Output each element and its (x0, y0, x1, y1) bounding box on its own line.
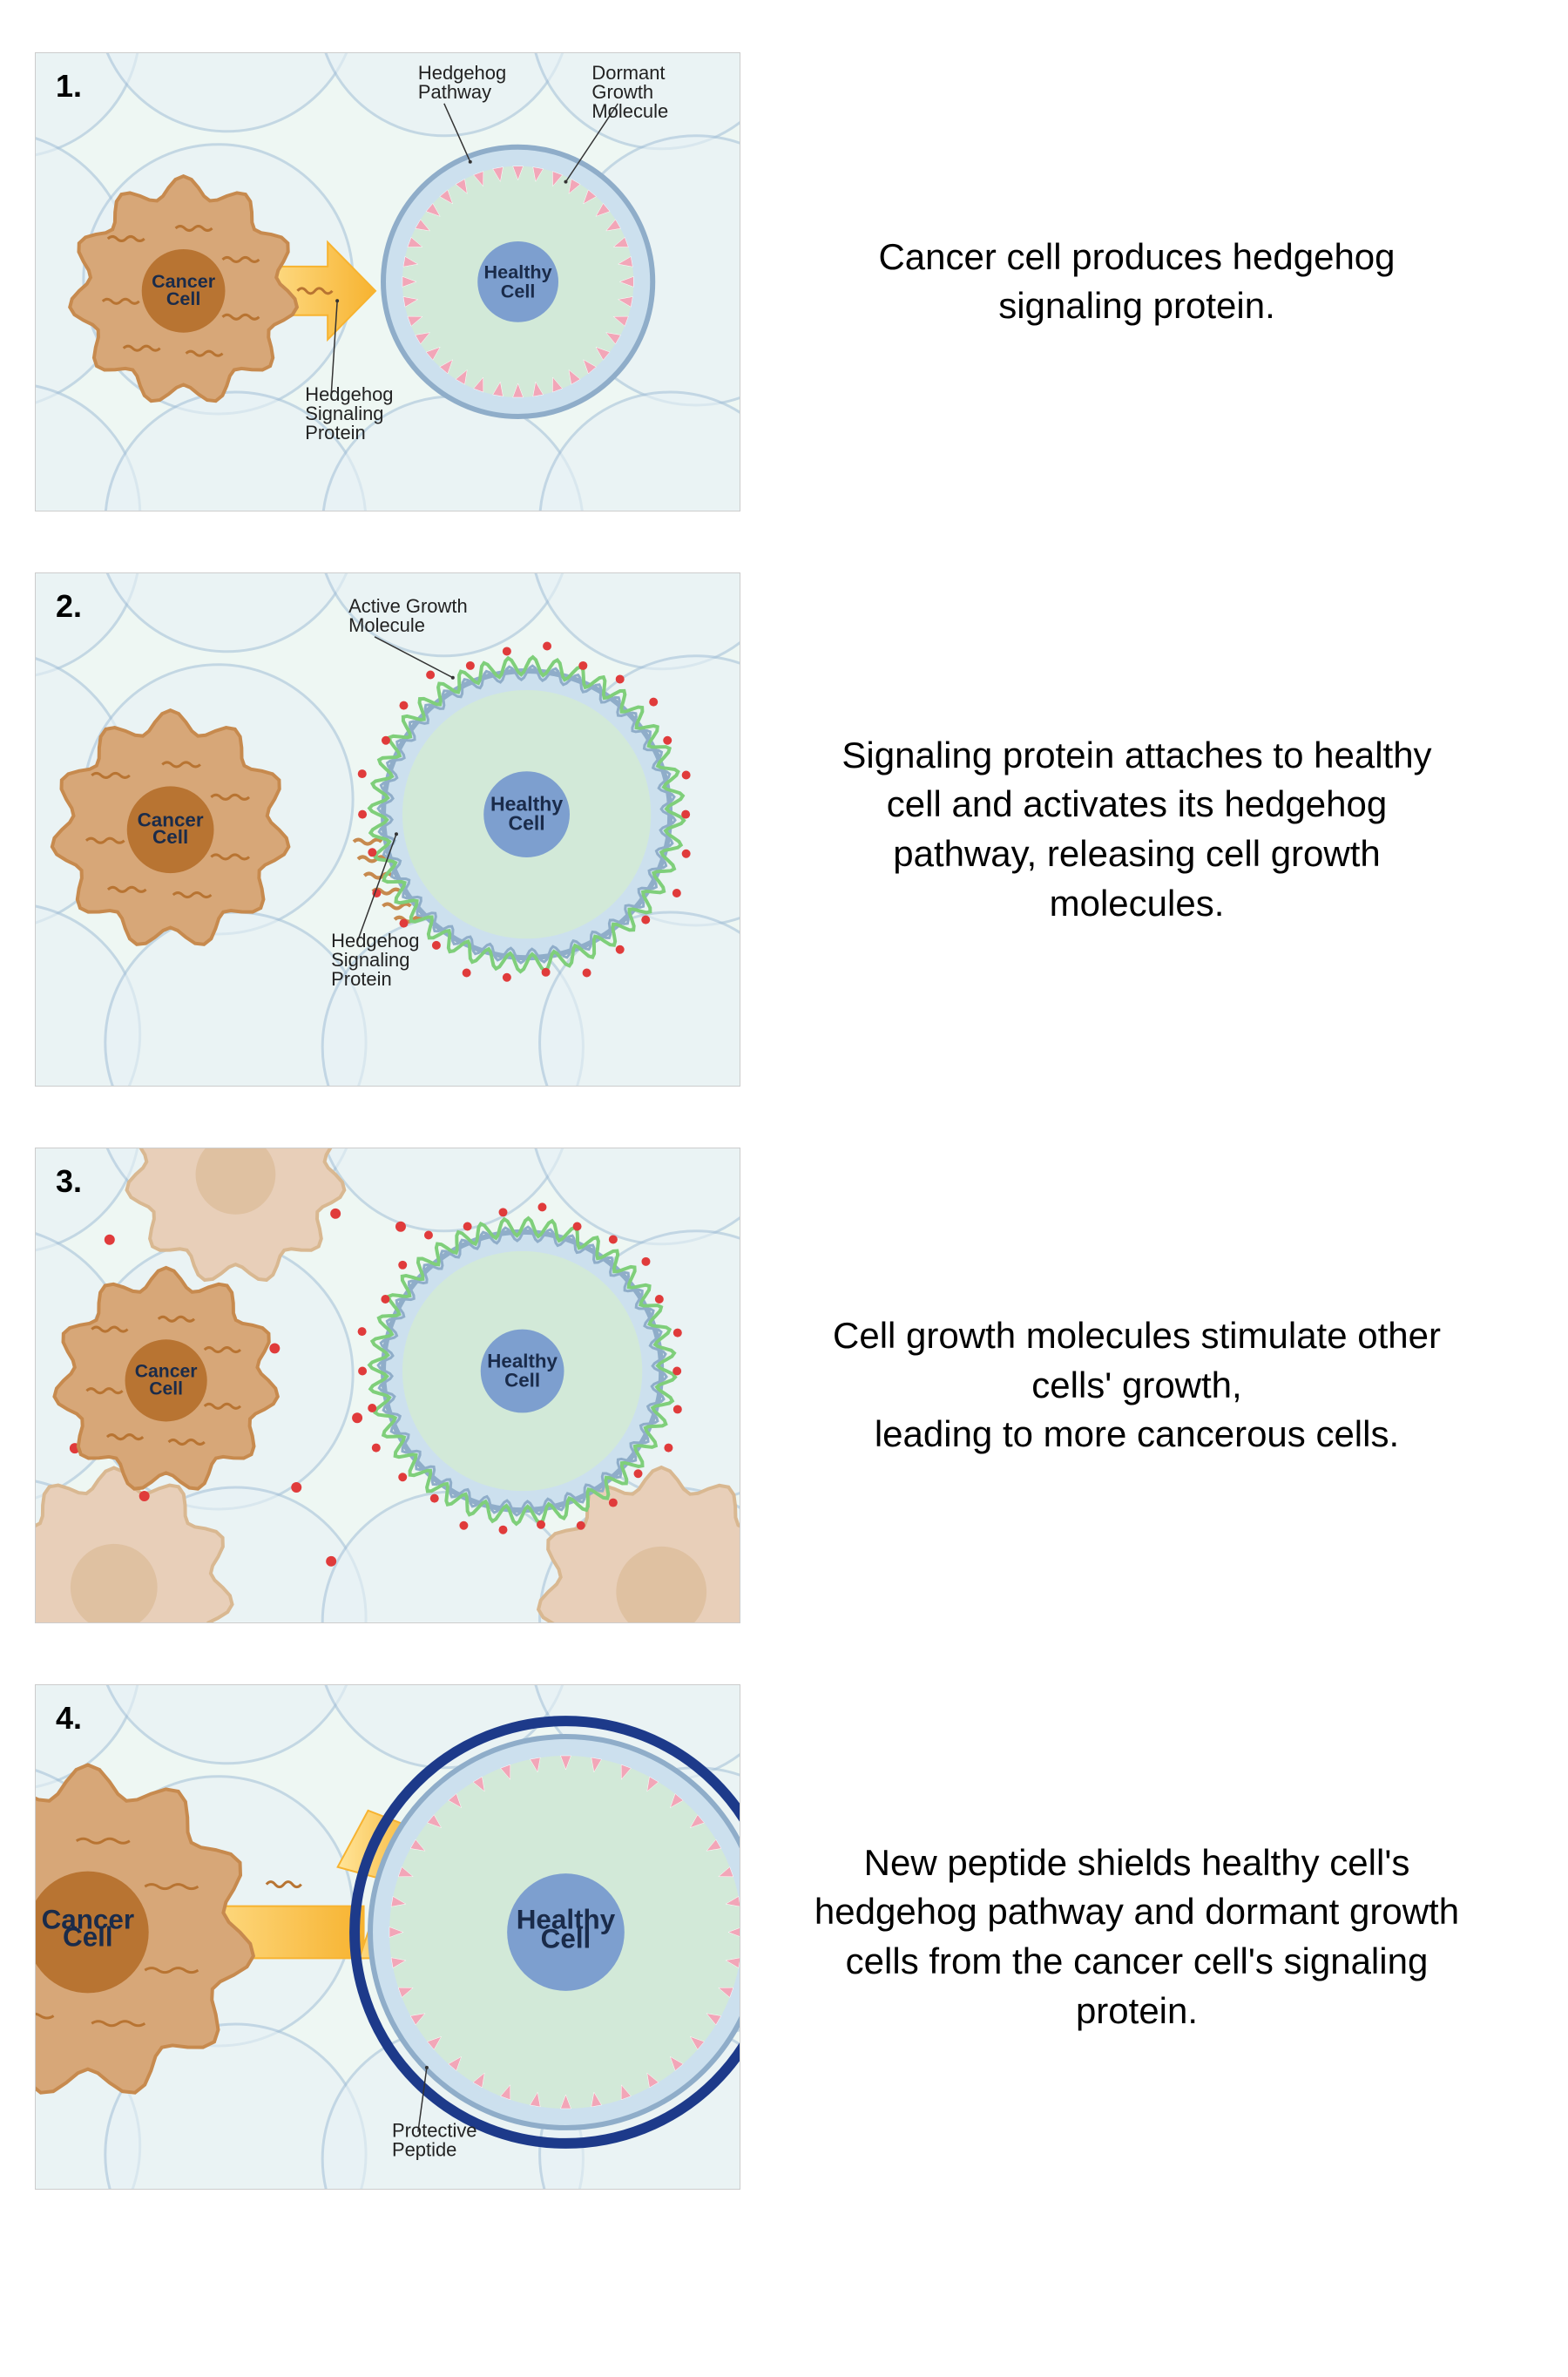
svg-text:Cell: Cell (166, 288, 201, 309)
svg-text:Pathway: Pathway (418, 81, 491, 103)
svg-text:Cell: Cell (508, 811, 544, 834)
svg-text:Protein: Protein (305, 422, 366, 444)
caption-2: Signaling protein attaches to healthy ce… (740, 731, 1533, 929)
panel-row-3: 3.CancerCellHealthyCellCell growth molec… (35, 1148, 1533, 1623)
panel-row-2: 2.CancerCellHealthyCellActive GrowthMole… (35, 572, 1533, 1087)
svg-text:Molecule: Molecule (591, 100, 668, 122)
svg-text:Molecule: Molecule (348, 614, 425, 636)
panel-number: 4. (56, 1700, 82, 1737)
caption-3: Cell growth molecules stimulate other ce… (740, 1311, 1533, 1459)
panel-4: 4.CancerCellHealthyCellProtectivePeptide (35, 1684, 740, 2191)
panel-number: 3. (56, 1163, 82, 1200)
svg-text:Cell: Cell (541, 1923, 591, 1954)
panel-number: 2. (56, 588, 82, 625)
svg-text:Protein: Protein (331, 968, 392, 990)
svg-text:Peptide: Peptide (392, 2139, 456, 2161)
svg-text:Cell: Cell (501, 280, 536, 301)
panel-row-1: 1.CancerCellHealthyCellHedgehogPathwayDo… (35, 52, 1533, 511)
svg-text:Cell: Cell (149, 1379, 183, 1399)
panel-1: 1.CancerCellHealthyCellHedgehogPathwayDo… (35, 52, 740, 511)
panel-2: 2.CancerCellHealthyCellActive GrowthMole… (35, 572, 740, 1087)
caption-4: New peptide shields healthy cell's hedge… (740, 1839, 1533, 2036)
panel-3: 3.CancerCellHealthyCell (35, 1148, 740, 1623)
panel-row-4: 4.CancerCellHealthyCellProtectivePeptide… (35, 1684, 1533, 2191)
panel-number: 1. (56, 68, 82, 105)
svg-text:Cell: Cell (152, 826, 188, 848)
caption-1: Cancer cell produces hedgehog signaling … (740, 233, 1533, 331)
svg-text:Cell: Cell (63, 1921, 113, 1952)
svg-text:Cell: Cell (504, 1370, 540, 1392)
